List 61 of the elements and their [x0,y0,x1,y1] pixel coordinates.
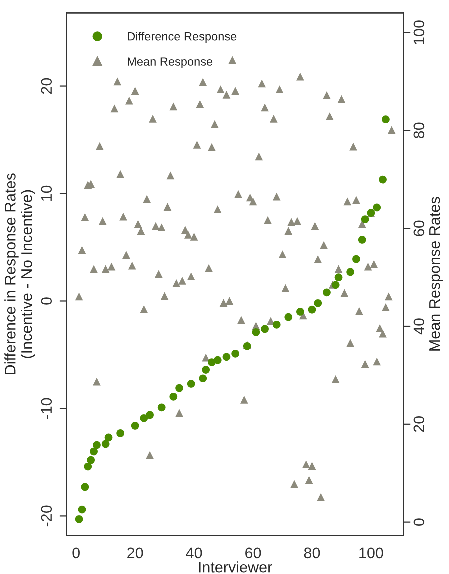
point [352,255,360,264]
x-tick-label: 0 [72,548,80,559]
x-axis-title: Interviewer [199,562,272,573]
point [90,448,98,456]
y2-tick-label: 60 [414,220,425,236]
point [87,456,96,464]
y-tick-label: -20 [41,506,52,527]
point [187,380,196,388]
point [296,308,304,316]
point [75,515,84,524]
point [81,483,90,492]
y-tick-label: 10 [41,186,52,202]
point [284,313,293,322]
point [261,325,269,334]
point [323,288,331,297]
y-tick-label: 20 [41,78,52,94]
point [334,274,343,282]
point [272,320,281,329]
point [78,506,86,514]
legend-label: Difference Response [128,32,237,44]
legend-label: Mean Response [128,58,213,68]
point [176,384,184,392]
point [214,356,222,364]
y-tick-label: 0 [41,298,52,305]
x-tick-label: 20 [128,548,144,559]
y2-tick-label: 20 [414,416,425,432]
point [332,281,340,290]
point [104,434,113,442]
point [93,441,101,450]
y-axis-title: Difference in Response Rates (Incentive - No Incentive) [4,174,36,374]
x-tick-label: 80 [304,548,320,559]
y2-tick-label: 80 [414,122,425,139]
point [202,366,210,374]
point [373,204,382,212]
point [232,350,240,358]
point [199,374,208,383]
point [308,306,316,314]
point [140,414,148,422]
point [170,392,178,401]
point [222,353,231,362]
x-tick-label: 40 [186,548,202,559]
y2-axis-title: Mean Response Rates [430,197,444,351]
y2-tick-label: 100 [414,20,425,44]
point [158,404,166,412]
point [361,216,370,224]
point [252,328,260,336]
y2-tick-label: 0 [414,518,425,526]
x-tick-label: 100 [360,548,384,559]
x-tick-label: 60 [246,548,262,559]
point [379,176,387,184]
y-tick-label: -10 [41,398,52,420]
point [382,116,390,124]
point [131,422,140,430]
point [314,299,322,308]
point [346,268,354,276]
point [146,411,154,420]
point [116,430,124,438]
point [102,440,110,448]
point [84,462,92,471]
y2-tick-label: 40 [414,318,425,335]
point [358,236,366,244]
